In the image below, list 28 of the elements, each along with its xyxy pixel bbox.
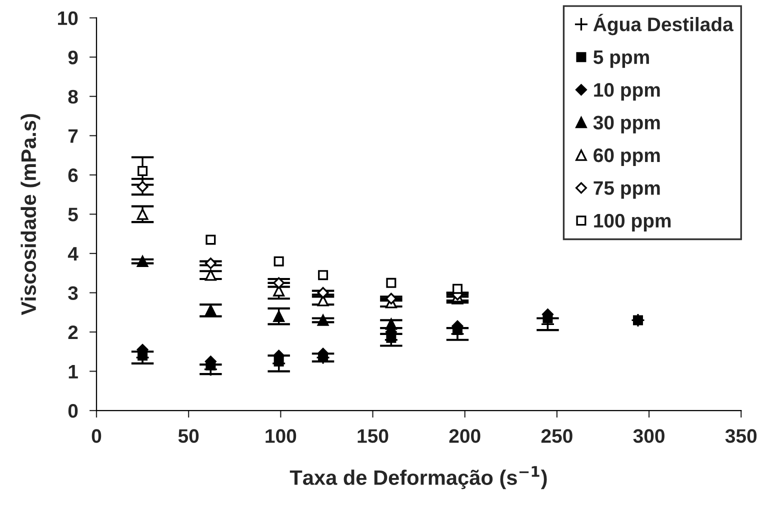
y-tick-label: 0 xyxy=(68,404,78,418)
legend-label: 10 ppm xyxy=(594,83,660,101)
y-tick-label: 7 xyxy=(68,129,78,143)
y-tick-label: 6 xyxy=(68,168,78,182)
x-tick-label: 50 xyxy=(178,429,199,443)
legend-label: 75 ppm xyxy=(594,181,660,199)
y-tick-label: 3 xyxy=(68,286,78,300)
y-tick-label: 9 xyxy=(68,50,78,64)
y-tick-label: 8 xyxy=(68,90,78,104)
y-tick-label: 5 xyxy=(68,208,78,222)
x-tick-label: 350 xyxy=(725,429,757,443)
legend-label: 5 ppm xyxy=(593,50,649,68)
y-tick-label: 2 xyxy=(68,325,78,340)
x-tick-label: 300 xyxy=(633,429,664,443)
y-axis-title: Viscosidade (mPa.s) xyxy=(20,114,40,316)
x-tick-label: 150 xyxy=(358,429,388,443)
legend-label: Água Destilada xyxy=(593,14,734,36)
y-tick-label: 1 xyxy=(68,364,78,378)
legend-label: 100 ppm xyxy=(594,214,671,232)
x-tick-label: 100 xyxy=(266,429,296,443)
x-tick-label: 0 xyxy=(92,429,102,443)
x-tick-label: 250 xyxy=(541,429,572,443)
x-axis-title: Taxa de Deformação (s$^{−1}$) xyxy=(290,466,547,490)
y-tick-label: 4 xyxy=(68,247,78,261)
legend-label: 60 ppm xyxy=(594,148,660,166)
y-tick-label: 10 xyxy=(58,11,78,26)
legend-label: 30 ppm xyxy=(593,116,660,134)
x-tick-label: 200 xyxy=(449,429,480,443)
